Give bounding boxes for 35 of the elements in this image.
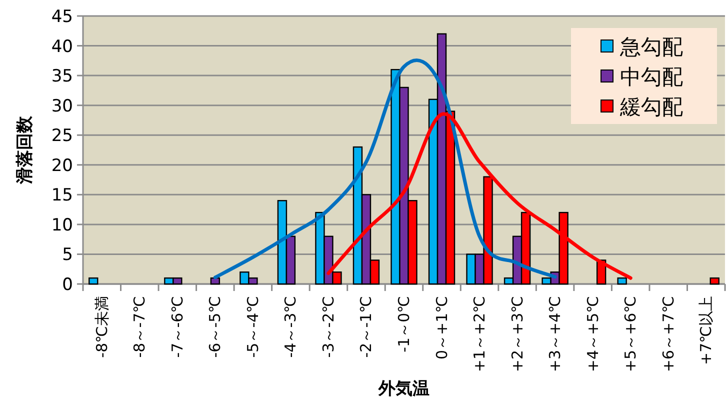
bar bbox=[88, 277, 98, 285]
y-tick-label: 30 bbox=[51, 96, 73, 116]
y-tick-label: 35 bbox=[51, 66, 73, 87]
x-axis-title: 外気温 bbox=[378, 379, 430, 399]
x-tick-label: +7℃以上 bbox=[697, 296, 716, 365]
y-tick-label: 25 bbox=[51, 126, 73, 146]
y-tick-label: 20 bbox=[51, 156, 73, 176]
y-axis-title: 滑落回数 bbox=[15, 115, 35, 185]
x-tick-label: -5～-4℃ bbox=[244, 296, 262, 358]
legend-label: 急勾配 bbox=[619, 35, 683, 59]
x-tick-label: -8～-7℃ bbox=[130, 296, 149, 358]
x-tick-label: -1～0℃ bbox=[395, 296, 413, 352]
x-tick-label: +1～+2℃ bbox=[470, 296, 489, 372]
x-tick-label: -6～-5℃ bbox=[206, 296, 224, 358]
y-tick-label: 15 bbox=[51, 186, 73, 206]
x-tick-label: +3～+4℃ bbox=[546, 296, 564, 372]
legend-label: 中勾配 bbox=[620, 65, 683, 89]
legend-label: 緩勾配 bbox=[619, 95, 683, 119]
y-tick-label: 10 bbox=[51, 215, 73, 236]
y-tick-label: 0 bbox=[62, 275, 73, 295]
bar bbox=[710, 277, 720, 285]
x-tick-label: +2～+3℃ bbox=[508, 296, 526, 372]
x-tick-label: +4～+5℃ bbox=[584, 296, 602, 372]
x-tick-label: -8℃未満 bbox=[92, 296, 111, 358]
y-tick-label: 5 bbox=[62, 245, 73, 266]
y-tick-label: 45 bbox=[51, 7, 73, 27]
x-tick-label: +6～+7℃ bbox=[659, 296, 678, 372]
y-tick-label: 40 bbox=[51, 36, 73, 57]
x-tick-label: +5～+6℃ bbox=[622, 296, 640, 372]
bar bbox=[617, 277, 627, 285]
x-tick-label: 0～+1℃ bbox=[432, 296, 451, 360]
x-tick-label: -2～-1℃ bbox=[357, 296, 376, 358]
x-tick-label: -4～-3℃ bbox=[282, 296, 300, 358]
x-tick-label: -7～-6℃ bbox=[168, 296, 186, 358]
x-tick-label: -3～-2℃ bbox=[319, 296, 338, 358]
